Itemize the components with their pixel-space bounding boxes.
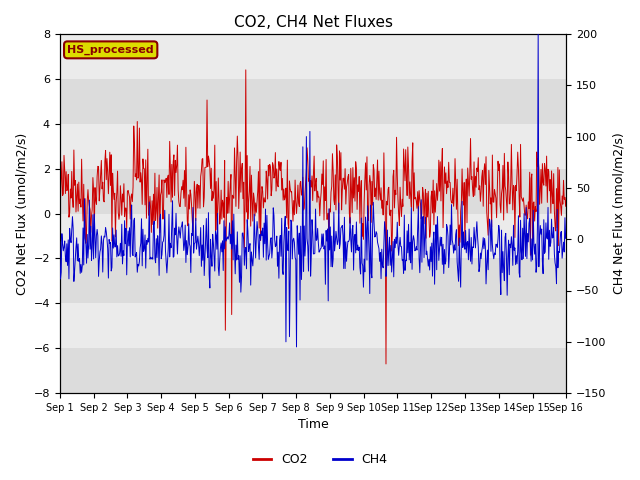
Bar (60, 124, 566, 168)
Text: HS_processed: HS_processed (67, 45, 154, 55)
X-axis label: Time: Time (298, 419, 328, 432)
Bar (60, 79, 566, 124)
Title: CO2, CH4 Net Fluxes: CO2, CH4 Net Fluxes (234, 15, 392, 30)
Bar (60, 214, 566, 258)
Bar (60, 258, 566, 303)
Y-axis label: CO2 Net Flux (umol/m2/s): CO2 Net Flux (umol/m2/s) (15, 132, 28, 295)
Y-axis label: CH4 Net Flux (nmol/m2/s): CH4 Net Flux (nmol/m2/s) (612, 132, 625, 294)
Bar (60, 303, 566, 348)
Legend: CO2, CH4: CO2, CH4 (248, 448, 392, 471)
Bar (60, 348, 566, 393)
Bar (60, 34, 566, 79)
Bar (60, 168, 566, 214)
